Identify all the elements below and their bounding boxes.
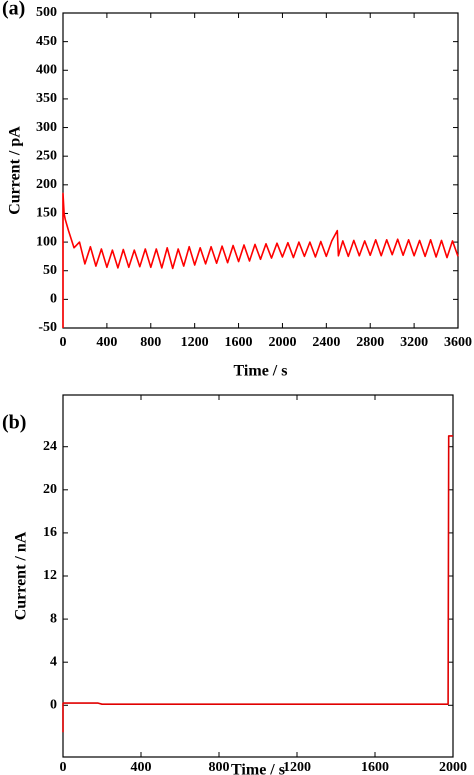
y-tick-label: 500 <box>36 5 57 20</box>
y-tick-label: 50 <box>43 263 57 278</box>
y-tick-label: 250 <box>36 148 57 163</box>
y-tick-label: -50 <box>38 320 57 335</box>
x-tick-label: 400 <box>131 760 152 775</box>
panel-label: (a) <box>2 0 25 20</box>
y-tick-label: 200 <box>36 177 57 192</box>
x-axis-title: Time / s <box>234 363 288 380</box>
x-tick-label: 1200 <box>181 335 209 350</box>
y-tick-label: 400 <box>36 62 57 77</box>
x-tick-label: 2000 <box>439 760 467 775</box>
y-tick-label: 8 <box>50 611 57 626</box>
y-tick-label: 0 <box>50 698 57 713</box>
x-tick-label: 1600 <box>225 335 253 350</box>
x-tick-label: 0 <box>60 760 67 775</box>
y-axis-title: Current / nA <box>13 531 30 620</box>
y-tick-label: 350 <box>36 91 57 106</box>
x-tick-label: 3200 <box>400 335 428 350</box>
x-tick-label: 2000 <box>268 335 296 350</box>
x-tick-label: 2800 <box>356 335 384 350</box>
x-axis-title: Time / s <box>231 762 285 775</box>
x-tick-label: 1600 <box>361 760 389 775</box>
y-tick-label: 16 <box>43 525 57 540</box>
y-tick-label: 24 <box>43 439 57 454</box>
y-tick-label: 12 <box>43 568 57 583</box>
y-tick-label: 300 <box>36 120 57 135</box>
y-tick-label: 0 <box>50 292 57 307</box>
x-tick-label: 1200 <box>283 760 311 775</box>
x-tick-label: 800 <box>140 335 161 350</box>
x-tick-label: 400 <box>96 335 117 350</box>
panel-label: (b) <box>2 412 26 434</box>
x-tick-label: 800 <box>209 760 230 775</box>
x-tick-label: 3600 <box>444 335 472 350</box>
y-tick-label: 450 <box>36 34 57 49</box>
x-tick-label: 2400 <box>312 335 340 350</box>
y-axis-title: Current / pA <box>7 126 24 215</box>
plot-frame <box>62 394 454 758</box>
y-tick-label: 150 <box>36 206 57 221</box>
plot-frame <box>62 12 459 329</box>
y-tick-label: 20 <box>43 482 57 497</box>
data-line <box>62 435 453 733</box>
data-line <box>62 192 459 328</box>
y-tick-label: 4 <box>50 654 57 669</box>
x-tick-label: 0 <box>60 335 67 350</box>
y-tick-label: 100 <box>36 234 57 249</box>
